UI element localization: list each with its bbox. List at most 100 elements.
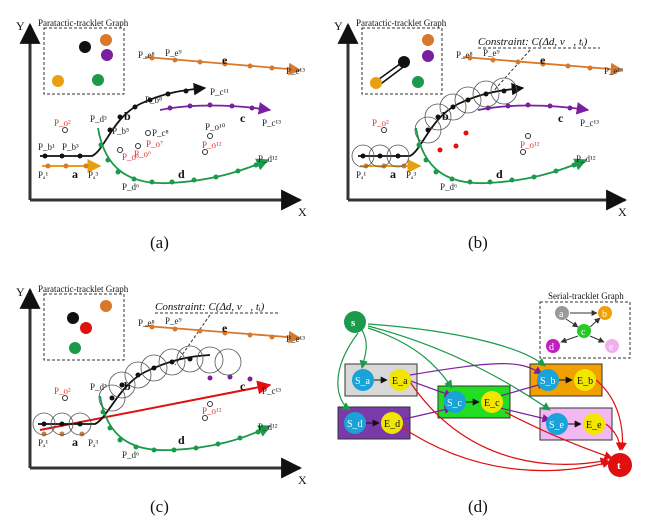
- point-label-pc13: P_c¹³: [580, 118, 599, 128]
- caption-b: (b): [468, 233, 488, 252]
- point-label-pe8: P_e⁸: [456, 50, 473, 60]
- segment-label-b: b: [124, 379, 131, 393]
- point-label-pe9: P_e⁹: [165, 316, 182, 326]
- node-eb: E_b: [577, 376, 593, 387]
- point-label-pb5: P_b⁵: [112, 126, 129, 136]
- point-label-pb1: P_b¹: [38, 142, 55, 152]
- sink-label: t: [617, 460, 621, 472]
- point-label-pd12: P_d¹²: [576, 154, 596, 164]
- axis-y-label: Y: [16, 19, 25, 33]
- sink-node: [608, 453, 632, 477]
- point-label-pd3: P_d³: [90, 382, 107, 392]
- point-label-po5: P_o⁵: [122, 152, 139, 162]
- point-label-pa3: Pₐ³: [406, 170, 416, 180]
- point-label-pd6: P_d⁶: [122, 450, 139, 460]
- segment-label-e: e: [540, 53, 546, 67]
- point-label-pe9: P_e⁹: [483, 48, 500, 58]
- point-label-po10: P_o¹⁰: [205, 122, 226, 132]
- segment-label-b: b: [124, 109, 131, 123]
- segment-label-b: b: [442, 109, 449, 123]
- segment-label-d: d: [496, 167, 503, 181]
- node-ea: E_a: [392, 376, 408, 387]
- point-label-po7: P_o⁷: [146, 139, 163, 149]
- segment-label-a: a: [390, 167, 396, 181]
- source-label: s: [351, 317, 356, 329]
- graph-title: Paratactic-tracklet Graph: [38, 18, 129, 28]
- point-label-pe9: P_e⁹: [165, 48, 182, 58]
- point-label-pd6: P_d⁶: [122, 182, 139, 192]
- panel-c: Y X Paratactic-tracklet Graph Constraint…: [16, 284, 307, 516]
- paratactic-graph-box: [43, 27, 125, 95]
- point-label-pd12: P_d¹²: [258, 154, 278, 164]
- axis-x-label: X: [618, 205, 627, 219]
- point-label-pa1: Pₐ¹: [356, 170, 366, 180]
- node-sa: S_a: [355, 376, 371, 387]
- segment-label-a: a: [72, 435, 78, 449]
- node-ed: E_d: [384, 419, 400, 430]
- point-label-pd3: P_d³: [90, 114, 107, 124]
- segment-label-c: c: [240, 379, 246, 393]
- node-se: S_e: [549, 420, 565, 431]
- segment-label-c: c: [240, 111, 246, 125]
- node-sd: S_d: [347, 419, 363, 430]
- point-label-pe8: P_e⁸: [138, 50, 155, 60]
- caption-d: (d): [468, 497, 488, 516]
- node-ec: E_c: [484, 398, 500, 409]
- axis-y-label: Y: [16, 285, 25, 299]
- mini-node-d: d: [549, 342, 554, 353]
- panel-b: Y X Paratactic-tracklet Graph Constraint…: [334, 18, 628, 252]
- source-node: [344, 311, 366, 333]
- caption-c: (c): [150, 497, 169, 516]
- panel-d: Serial-tracklet Graph a b c d e: [337, 291, 632, 516]
- point-label-po6: P_o⁶: [134, 149, 151, 159]
- constraint-label: Constraint: C(Δd, v⃗, tᵢ): [155, 301, 265, 313]
- point-label-pa1: Pₐ¹: [38, 170, 48, 180]
- axis-x-label: X: [298, 473, 307, 487]
- point-label-po2: P_o²: [54, 386, 71, 396]
- point-label-po2: P_o²: [54, 118, 71, 128]
- mini-node-a: a: [559, 309, 564, 320]
- mini-node-b: b: [602, 309, 607, 320]
- node-ee: E_e: [586, 420, 602, 431]
- point-label-pa1: Pₐ¹: [38, 438, 48, 448]
- segment-label-d: d: [178, 167, 185, 181]
- point-label-pd6: P_d⁶: [440, 182, 457, 192]
- point-label-po2: P_o²: [372, 118, 389, 128]
- point-label-pc8: P_c⁸: [152, 128, 169, 138]
- point-label-po12: P_o¹²: [202, 140, 222, 150]
- mini-node-c: c: [581, 327, 586, 338]
- point-label-pe13: P_e¹³: [604, 66, 623, 76]
- segment-label-e: e: [222, 321, 228, 335]
- paratactic-graph-box: [361, 27, 443, 95]
- point-label-pe13: P_e¹³: [286, 334, 305, 344]
- paratactic-graph-box: [43, 293, 125, 361]
- point-label-po12: P_o¹²: [202, 406, 222, 416]
- point-label-po12: P_o¹²: [520, 140, 540, 150]
- point-label-pb8: P_b⁸: [145, 95, 162, 105]
- point-label-pe8: P_e⁸: [138, 318, 155, 328]
- point-label-pc13: P_c¹³: [262, 386, 281, 396]
- point-label-pa3: Pₐ³: [88, 438, 98, 448]
- axis-y-label: Y: [334, 19, 343, 33]
- caption-a: (a): [150, 233, 169, 252]
- serial-graph-box: [539, 301, 631, 359]
- panel-a: Y X Paratactic-tracklet Graph a b c d e: [16, 18, 307, 252]
- constraint-label: Constraint: C(Δd, v⃗, tᵢ): [478, 36, 588, 48]
- segment-label-a: a: [72, 167, 78, 181]
- point-label-pa3: Pₐ³: [88, 170, 98, 180]
- axis-x-label: X: [298, 205, 307, 219]
- segment-label-d: d: [178, 433, 185, 447]
- graph-title: Paratactic-tracklet Graph: [38, 284, 129, 294]
- node-sc: S_c: [447, 398, 463, 409]
- segment-label-c: c: [558, 111, 564, 125]
- point-label-pe13: P_e¹³: [286, 66, 305, 76]
- segment-label-e: e: [222, 53, 228, 67]
- mini-node-e: e: [609, 342, 614, 353]
- point-label-pc11: P_c¹¹: [210, 87, 229, 97]
- point-label-pc13: P_c¹³: [262, 118, 281, 128]
- node-sb: S_b: [540, 376, 556, 387]
- graph-title: Paratactic-tracklet Graph: [356, 18, 447, 28]
- graph-title: Serial-tracklet Graph: [548, 291, 624, 301]
- point-label-pd12: P_d¹²: [258, 422, 278, 432]
